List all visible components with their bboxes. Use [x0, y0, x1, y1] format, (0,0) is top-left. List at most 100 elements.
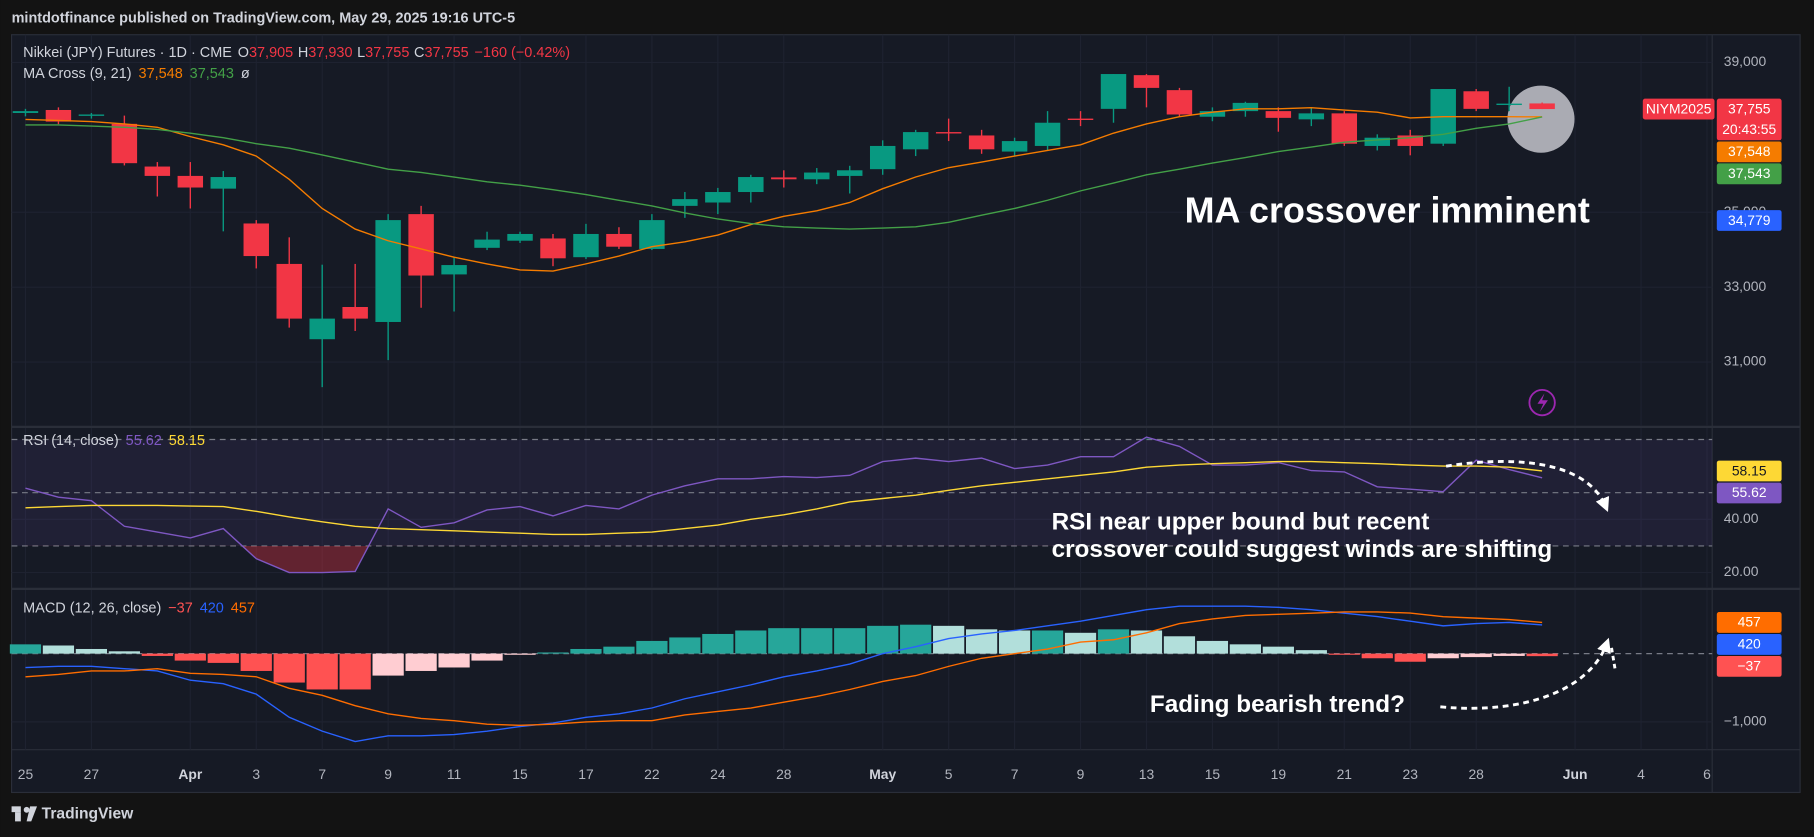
- histogram-bar: [306, 653, 338, 690]
- y-tick-label: −1,000: [1724, 713, 1767, 729]
- legend-item: 37,755: [365, 45, 409, 61]
- x-tick-label: 7: [1011, 766, 1019, 782]
- candle-body: [672, 199, 698, 206]
- histogram-bar: [669, 637, 701, 654]
- x-tick-label: 24: [710, 766, 726, 782]
- x-tick-label: 9: [1077, 766, 1085, 782]
- histogram-bar: [1328, 653, 1360, 655]
- publish-header: mintdotfinance published on TradingView.…: [12, 10, 516, 26]
- x-tick-label: 5: [945, 766, 953, 782]
- legend-item: 37,930: [308, 45, 352, 61]
- logo-mark: [15, 812, 21, 822]
- candle-body: [1496, 103, 1522, 106]
- legend-item: 457: [231, 600, 255, 616]
- histogram-bar: [537, 652, 569, 654]
- candle-body: [1265, 111, 1292, 118]
- histogram-bar: [141, 653, 173, 656]
- legend-item: 37,905: [249, 45, 293, 61]
- price-tag-label: 58.15: [1732, 462, 1767, 478]
- candle-body: [1199, 111, 1226, 117]
- annotation: MA crossover imminent: [1185, 190, 1590, 230]
- candle-body: [144, 166, 171, 176]
- x-tick-label: 6: [1703, 766, 1711, 782]
- macd-line: [25, 605, 1543, 743]
- price-tag: [1716, 633, 1782, 655]
- histogram-bar: [768, 628, 800, 654]
- legend-item: MA Cross (9, 21): [23, 66, 131, 82]
- y-tick-label: 31,000: [1724, 353, 1767, 369]
- candle-body: [375, 220, 401, 322]
- annotation-arrow: [1445, 460, 1610, 513]
- price-tag: [1716, 98, 1782, 141]
- histogram-bar: [1526, 653, 1558, 657]
- price-tag: [1716, 612, 1782, 633]
- histogram-bar: [1064, 632, 1097, 654]
- x-tick-label: 22: [644, 766, 660, 782]
- symbol-tag: [1642, 98, 1715, 120]
- candle-body: [507, 233, 533, 241]
- annotation: Fading bearish trend?: [1150, 691, 1405, 718]
- legend: MACD (12, 26, close) −37 420 457: [23, 600, 255, 616]
- x-tick-label: 15: [1205, 766, 1221, 782]
- price-tag-label: 457: [1738, 614, 1761, 630]
- logo-mark: [23, 806, 30, 813]
- x-tick-label: Apr: [178, 766, 202, 782]
- x-tick-label: 19: [1271, 766, 1287, 782]
- price-tag: [1716, 655, 1782, 677]
- candle-body: [1232, 102, 1259, 112]
- rsi-line: [25, 436, 1543, 574]
- alert-icon[interactable]: [1528, 388, 1556, 417]
- x-tick-label: 28: [1468, 766, 1484, 782]
- candle-body: [408, 214, 434, 276]
- highlight-circle: [1507, 85, 1575, 153]
- histogram-bar: [570, 648, 602, 654]
- legend-item: H: [298, 45, 308, 61]
- y-tick-label: 39,000: [1724, 53, 1767, 69]
- x-tick-label: 27: [84, 766, 100, 782]
- price-tag: [1716, 210, 1782, 231]
- histogram-bar: [1493, 653, 1525, 656]
- candle-body: [1364, 137, 1390, 146]
- histogram-bar: [1262, 646, 1294, 654]
- histogram-bar: [339, 653, 371, 690]
- histogram-bar: [834, 628, 866, 654]
- candle-body: [1331, 113, 1358, 144]
- legend-item: −37: [168, 600, 193, 616]
- x-tick-label: 23: [1403, 766, 1419, 782]
- legend-item: RSI (14, close): [23, 433, 119, 449]
- price-tag: [1716, 482, 1782, 504]
- candle-body: [639, 220, 665, 249]
- histogram-bar: [108, 651, 140, 654]
- histogram-bar: [438, 653, 470, 668]
- candle-body: [1529, 103, 1555, 110]
- candle-body: [1298, 113, 1325, 120]
- price-tag: [1716, 141, 1782, 163]
- candle-body: [309, 318, 335, 340]
- histogram-bar: [504, 653, 536, 655]
- price-tag: [1716, 163, 1782, 185]
- x-tick-label: Jun: [1563, 766, 1588, 782]
- histogram-bar: [1163, 636, 1196, 654]
- price-tag-label: 37,543: [1728, 165, 1771, 181]
- legend-item: 37,548: [139, 66, 183, 82]
- legend-item: −160 (−0.42%): [474, 45, 570, 61]
- x-tick-label: 11: [447, 766, 462, 782]
- candle-body: [111, 123, 138, 164]
- legend-item: Nikkei (JPY) Futures · 1D · CME: [23, 45, 232, 61]
- logo-mark: [11, 806, 21, 813]
- candle-body: [1133, 75, 1160, 88]
- candle-body: [869, 145, 896, 170]
- candle-body: [902, 132, 929, 150]
- candle-body: [540, 238, 566, 259]
- x-tick-label: 3: [252, 766, 260, 782]
- macd-line: [25, 611, 1543, 727]
- x-tick-label: 28: [776, 766, 792, 782]
- histogram-bar: [998, 630, 1031, 654]
- candle-body: [210, 177, 237, 189]
- candle-body: [474, 239, 500, 248]
- histogram-bar: [42, 645, 75, 654]
- ma-line: [25, 107, 1543, 272]
- legend: Nikkei (JPY) Futures · 1D · CME O37,905 H3…: [23, 45, 570, 61]
- price-tag: [1716, 460, 1782, 482]
